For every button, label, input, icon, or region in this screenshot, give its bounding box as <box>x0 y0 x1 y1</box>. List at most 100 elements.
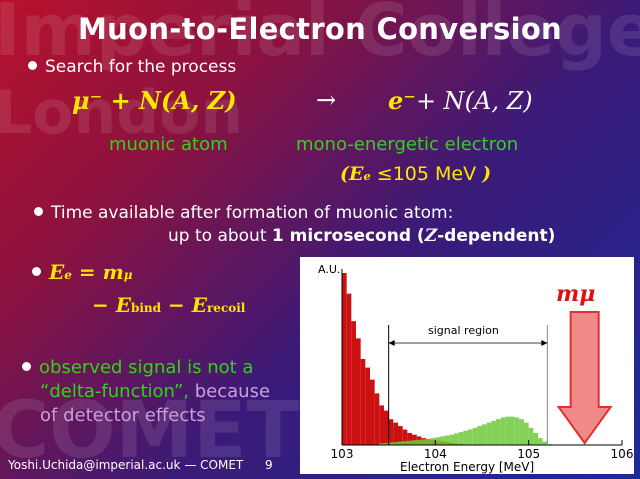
histogram-bar <box>402 429 408 445</box>
y-axis-label: A.U. <box>318 263 341 276</box>
bullet-observed-signal: observed signal is not a “delta-function… <box>22 356 292 428</box>
footer-page-number: 9 <box>265 458 273 472</box>
watermark-middle: London <box>0 78 244 148</box>
x-tick-label: 104 <box>423 447 447 461</box>
eq-lhs-sub: e <box>64 268 72 282</box>
histogram-bar <box>365 367 370 445</box>
histogram-bar <box>538 438 543 445</box>
bars-layer <box>342 273 552 445</box>
histogram-bar <box>379 443 384 445</box>
histogram-bar <box>388 442 394 445</box>
muon-mass-arrow <box>556 311 613 445</box>
watermark-top: Imperial College <box>0 0 640 72</box>
histogram-bar <box>454 433 459 445</box>
bullet-time-prefix: up to about <box>168 226 272 246</box>
histogram-bar <box>370 379 375 445</box>
bullet-time: Time available after formation of muonic… <box>34 203 453 223</box>
bullet-time-suffix: -dependent) <box>437 226 556 246</box>
energy-spectrum-plot: A.U. signal region mμ Electron Energy [M… <box>300 257 634 474</box>
signal-region-arrowhead-left <box>388 340 395 346</box>
bullet-search-text: Search for the process <box>45 57 237 77</box>
histogram-bar <box>351 321 356 445</box>
histogram-bar <box>449 434 454 445</box>
bullet-search: Search for the process <box>28 57 236 77</box>
bullet-energy-equation: Ee = mμ <box>32 260 133 284</box>
histogram-bar <box>468 429 473 445</box>
histogram-bar <box>477 426 482 445</box>
histogram-bar <box>496 419 501 445</box>
energy-close-paren: ) <box>482 163 492 185</box>
slide-title: Muon-to-Electron Conversion <box>78 12 562 46</box>
footer-author: Yoshi.Uchida@imperial.ac.uk — COMET <box>8 458 243 472</box>
x-tick-label: 103 <box>330 447 354 461</box>
footer-event: COMET <box>200 458 244 472</box>
histogram-bar <box>407 440 412 445</box>
histogram-bar <box>463 430 468 445</box>
histogram-bar <box>505 416 510 445</box>
x-tick-label: 105 <box>517 447 541 461</box>
observed-green1: observed signal is not a <box>39 357 254 378</box>
histogram-bar <box>486 422 492 445</box>
histogram-bar <box>346 293 352 445</box>
bullet-dot <box>22 361 31 371</box>
histogram-bar <box>472 427 478 445</box>
x-axis-label: Electron Energy [MeV] <box>400 460 535 474</box>
eq-recoil-sub: recoil <box>206 301 246 315</box>
histogram-bar <box>342 273 347 445</box>
histogram-bar <box>426 438 431 445</box>
watermark-bottom: COMET <box>0 386 300 476</box>
signal-region-label: signal region <box>428 324 499 337</box>
bullet-time-symbol: Z <box>424 226 438 246</box>
x-tick-label: 106 <box>610 447 634 461</box>
signal-region-arrowhead-right <box>541 340 548 346</box>
histogram-bar <box>398 441 403 445</box>
histogram-bar <box>482 424 487 445</box>
energy-relation: ≤ <box>376 163 393 185</box>
histogram-bar <box>519 419 524 445</box>
energy-symbol-sub: e <box>363 169 371 183</box>
observed-tail2: of detector effects <box>40 405 206 426</box>
muon-mass-label: mμ <box>556 281 596 307</box>
process-lhs: μ⁻ + N(A, Z) <box>72 86 237 115</box>
histogram-bar <box>412 434 417 445</box>
eq-lhs: E <box>49 260 65 284</box>
histogram-bar <box>528 427 534 445</box>
histogram-bar <box>421 439 426 445</box>
eq-mass: = m <box>71 260 124 284</box>
energy-condition: (Ee ≤105 MeV ) <box>340 163 491 185</box>
bullet-time-line2: up to about 1 microsecond (Z-dependent) <box>168 226 555 246</box>
energy-value: 105 MeV <box>392 163 477 185</box>
histogram-bar <box>374 393 380 445</box>
energy-open-paren: ( <box>340 163 349 185</box>
histogram-bar <box>500 417 506 445</box>
histogram-bar <box>384 442 389 445</box>
bullet-energy-line2: − Ebind − Erecoil <box>92 293 245 317</box>
histogram-bar <box>412 440 417 445</box>
eq-mass-sub: μ <box>123 268 133 282</box>
histogram-bar <box>430 438 436 445</box>
histogram-bar <box>440 436 445 445</box>
process-electron: e⁻ <box>388 86 416 115</box>
histogram-bar <box>510 416 515 445</box>
label-muonic-atom: muonic atom <box>109 134 228 155</box>
bullet-dot <box>28 60 37 70</box>
bullet-time-line1: Time available after formation of muonic… <box>51 203 454 223</box>
histogram-bar <box>533 432 538 445</box>
process-equation: μ⁻ + N(A, Z) <box>72 86 237 115</box>
histogram-bar <box>398 426 403 445</box>
process-rhs: e⁻+ N(A, Z) <box>388 86 533 115</box>
histogram-bar <box>393 442 398 445</box>
histogram-bar <box>402 441 408 445</box>
bullet-dot <box>32 267 41 276</box>
histogram-bar <box>514 417 520 445</box>
histogram-bar <box>416 439 422 445</box>
eq-bind: − E <box>92 293 131 317</box>
histogram-bar <box>407 432 412 445</box>
observed-green2: “delta-function”, <box>40 381 190 402</box>
histogram-bar <box>388 419 394 445</box>
bullet-dot <box>34 206 43 216</box>
process-arrow: → <box>316 86 337 114</box>
histogram-bar <box>542 441 548 445</box>
spectrum-svg <box>341 269 623 446</box>
eq-recoil: − E <box>161 293 207 317</box>
